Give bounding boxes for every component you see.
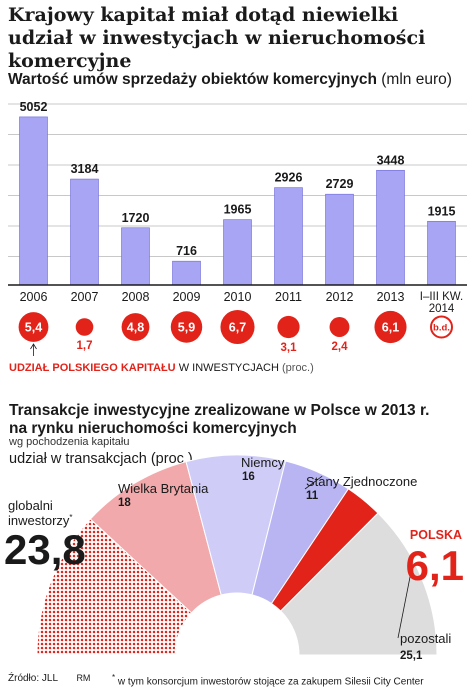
bar xyxy=(427,220,456,286)
domestic-share-legend-unit: (proc.) xyxy=(282,362,314,374)
pie-slice-mark: * xyxy=(69,513,72,522)
source-label: Źródło: JLL xyxy=(8,673,58,684)
domestic-share-circle xyxy=(18,312,49,342)
footnote-text: w tym konsorcjum inwestorów stojące za z… xyxy=(117,676,424,688)
domestic-share-circle xyxy=(121,313,150,341)
domestic-share-circle xyxy=(277,315,300,339)
category-label: 2006 xyxy=(20,290,48,304)
category-label: 2013 xyxy=(377,290,405,304)
bar-value-label: 1965 xyxy=(224,203,252,217)
pie-slice-name-line2: inwestorzy* xyxy=(8,513,73,528)
domestic-share-label: 3,1 xyxy=(281,342,298,354)
category-label: 2007 xyxy=(71,290,99,304)
main-title: Krajowy kapitał miał dotąd niewielki udz… xyxy=(8,4,426,72)
bar-value-label: 716 xyxy=(176,244,197,258)
domestic-share-circle xyxy=(220,309,255,345)
axis-layer: 2006 2007 2008 2009 2010 2011 2012 2013 I–III KW… xyxy=(8,284,467,315)
pie-slice-name: pozostali xyxy=(400,631,451,646)
pie-slice-value-highlight: 6,1 xyxy=(406,542,464,589)
domestic-share-label: 5,4 xyxy=(25,321,42,335)
domestic-share-label: 6,1 xyxy=(382,321,399,335)
pie-chart-title: Transakcje inwestycyjne zrealizowane w P… xyxy=(9,402,430,437)
domestic-share-legend-red: UDZIAŁ POLSKIEGO KAPITAŁU xyxy=(9,362,176,374)
pie-slice-value: 16 xyxy=(242,471,255,483)
bar xyxy=(19,116,48,286)
pie-slice-name: Niemcy xyxy=(241,455,285,470)
domestic-share-label: 5,9 xyxy=(178,321,195,335)
pie-slices xyxy=(36,454,438,656)
pie-slice-name-highlight: POLSKA xyxy=(410,528,462,542)
pie-slice-name: globalni xyxy=(8,498,53,513)
bar-value-label: 2926 xyxy=(275,171,303,185)
domestic-share-circle xyxy=(75,318,94,336)
donut-hole xyxy=(175,593,299,655)
bar xyxy=(172,260,201,286)
domestic-share-label: 2,4 xyxy=(332,341,349,353)
pie-leader-lines xyxy=(304,475,412,639)
bar-chart-unit: (mln euro) xyxy=(381,71,452,88)
bar-chart-title-text: Wartość umów sprzedaży obiektów komercyj… xyxy=(8,71,377,88)
bar-value-label: 1720 xyxy=(122,211,150,225)
domestic-share-legend: UDZIAŁ POLSKIEGO KAPITAŁU W INWESTYCJACH… xyxy=(9,362,314,374)
domestic-share-label: 4,8 xyxy=(127,321,144,335)
pie-slice-name: Wielka Brytania xyxy=(118,481,209,496)
bar xyxy=(121,227,150,286)
domestic-share-label: 6,7 xyxy=(229,321,246,335)
category-label: 2010 xyxy=(224,290,252,304)
footnote: * w tym konsorcjum inwestorów stojące za… xyxy=(112,673,424,687)
bar-value-label: 3184 xyxy=(71,162,99,176)
domestic-share-circle-empty xyxy=(430,315,453,339)
domestic-share-pointer-arrow xyxy=(30,343,37,350)
domestic-share-circle xyxy=(170,311,203,343)
domestic-share-legend-rest: W INWESTYCJACH xyxy=(178,362,279,374)
bar-chart-title: Wartość umów sprzedaży obiektów komercyj… xyxy=(8,71,452,89)
pie-slice-value: 18 xyxy=(118,497,131,509)
domestic-share-circles: 5,4 1,7 4,8 5,9 6,7 3,1 2,4 6,1 b.d. xyxy=(18,309,453,356)
source: Źródło: JLL RM xyxy=(8,673,90,684)
bar xyxy=(376,169,405,286)
domestic-share-label: b.d. xyxy=(433,323,450,334)
footnote-mark: * xyxy=(112,673,116,682)
category-label: 2008 xyxy=(122,290,150,304)
bar xyxy=(274,187,303,286)
pie-chart-subtitle: wg pochodzenia kapitału xyxy=(9,436,130,448)
category-label-line2: 2014 xyxy=(429,303,455,315)
author-initials: RM xyxy=(76,673,91,683)
pie-slice-value: 11 xyxy=(306,490,319,502)
domestic-share-circle xyxy=(374,310,407,344)
bar-value-label: 1915 xyxy=(428,204,456,218)
domestic-share-label: 1,7 xyxy=(77,340,93,352)
bar xyxy=(325,193,354,286)
category-label: 2009 xyxy=(173,290,201,304)
category-label: 2011 xyxy=(275,290,302,304)
category-label: I–III KW. xyxy=(420,291,463,303)
bar xyxy=(223,219,252,286)
domestic-share-circle xyxy=(329,317,350,337)
pie-slice-value: 25,1 xyxy=(400,650,423,662)
bar xyxy=(70,178,99,286)
pie-slice-name: Stany Zjednoczone xyxy=(306,474,417,489)
pie-chart-value-label: udział w transakcjach (proc.) xyxy=(9,451,193,467)
bar-value-label: 5052 xyxy=(20,100,48,114)
leader-line xyxy=(397,568,412,639)
bar-value-label: 2729 xyxy=(326,177,354,191)
bar-layer: 5052 3184 1720 716 1965 2926 2729 3448 1915 xyxy=(19,100,456,286)
bar-chart: 5052 3184 1720 716 1965 2926 2729 3448 1915 2006… xyxy=(8,100,467,356)
pie-slice-value-big: 23,8 xyxy=(4,526,86,573)
bar-value-label: 3448 xyxy=(377,153,405,167)
category-label: 2012 xyxy=(326,290,354,304)
leader-line xyxy=(304,475,323,490)
